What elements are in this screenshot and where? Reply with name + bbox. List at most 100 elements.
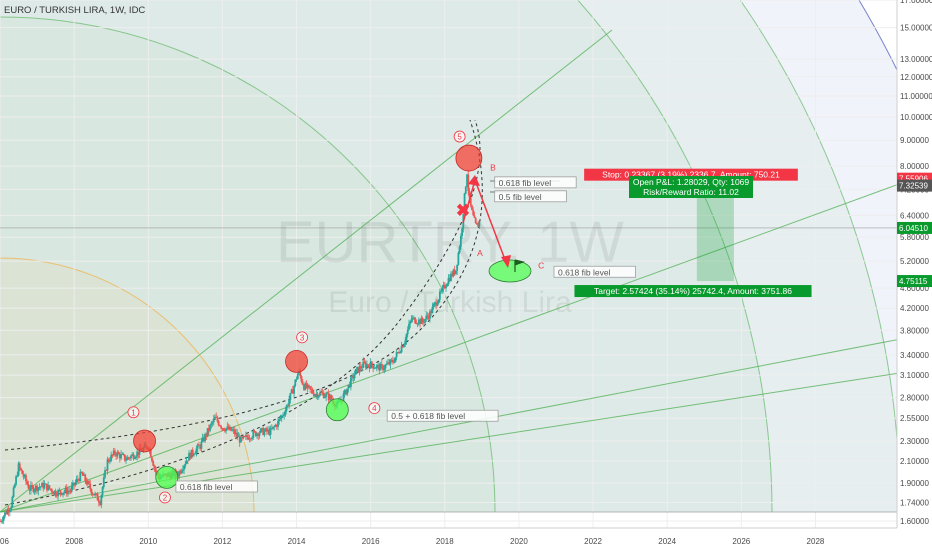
candle-body (346, 388, 349, 395)
candle-body (347, 384, 350, 389)
candle-body (358, 366, 361, 373)
y-tick-label: 10.00000 (900, 113, 932, 122)
candle-body (95, 493, 98, 495)
candle-body (363, 361, 366, 363)
fib-note-box (553, 265, 636, 278)
candle-body (131, 454, 134, 456)
x-tick-label: 2018 (436, 537, 454, 546)
candle-body (411, 317, 414, 320)
candle-body (6, 509, 9, 515)
fib-arc-line (0, 257, 255, 513)
candle-body (220, 426, 223, 429)
candle-body (435, 302, 438, 306)
candle-body (20, 467, 22, 471)
fib-arc-fill (0, 17, 495, 512)
candle-body (273, 426, 276, 428)
x-tick-label: 2010 (139, 537, 157, 546)
candle-body (58, 490, 61, 492)
candle-body (207, 428, 210, 431)
wave-bottom-circle (325, 398, 349, 422)
candle-body (405, 334, 408, 341)
candle-body (118, 453, 121, 459)
candle-body (398, 351, 400, 354)
candle-body (269, 428, 272, 435)
y-tick-label: 1.90000 (900, 479, 929, 488)
candle-body (75, 479, 78, 483)
candle-body (279, 418, 282, 420)
candle-body (31, 485, 34, 487)
candle-body (416, 323, 419, 325)
candle-body (456, 264, 459, 271)
fib-note-label: 0.618 fib level (558, 267, 611, 277)
candle-body (215, 416, 218, 418)
candle-body (184, 463, 187, 466)
candle-body (52, 492, 55, 494)
candle-body (328, 395, 331, 401)
candle-body (152, 461, 155, 466)
candle-body (199, 445, 202, 449)
fib-note-box (494, 190, 567, 203)
target-label-bg (574, 285, 812, 298)
wave-b-projection (462, 179, 476, 224)
candle-body (49, 488, 52, 490)
candle-body (90, 488, 93, 494)
candle-body (304, 383, 307, 390)
candle-body (354, 368, 357, 375)
candle-body (267, 429, 270, 432)
candle-body (83, 474, 85, 476)
price-tag-bg (897, 221, 932, 234)
candle-body (310, 388, 313, 390)
fan-line (0, 372, 897, 513)
y-tick-label: 13.00000 (900, 55, 932, 64)
candle-body (259, 428, 262, 433)
candle-body (367, 364, 370, 366)
candle-body (321, 392, 324, 394)
candle-body (394, 357, 397, 363)
candle-body (247, 437, 250, 440)
candle-body (233, 429, 236, 435)
target-zone[interactable] (696, 185, 734, 282)
wave-top-circle (455, 144, 483, 172)
candle-body (300, 376, 303, 382)
candle-body (121, 454, 124, 455)
candle-body (212, 418, 215, 423)
candle-body (296, 373, 299, 380)
candle-body (468, 191, 471, 198)
candle-body (120, 454, 122, 459)
candle-body (387, 362, 389, 364)
candle-body (369, 361, 372, 369)
candle-body (62, 492, 64, 495)
candle-body (303, 384, 305, 390)
candle-body (393, 362, 396, 363)
candle-body (235, 432, 237, 435)
candle-body (81, 472, 84, 476)
candle-body (73, 482, 76, 486)
candle-body (69, 490, 72, 492)
candle-body (126, 457, 129, 461)
candle-body (383, 368, 386, 371)
y-tick-label: 3.80000 (900, 326, 929, 335)
candle-body (12, 487, 15, 497)
candle-body (8, 509, 11, 513)
price-tag: 4.75115 (899, 277, 928, 286)
candle-body (33, 490, 36, 492)
candle-body (399, 352, 402, 354)
candle-body (109, 460, 111, 462)
candle-body (264, 428, 267, 432)
fib-note-box (494, 176, 577, 189)
candle-body (196, 444, 199, 449)
candle-body (178, 471, 181, 477)
candle-body (419, 319, 421, 325)
candle-body (373, 367, 376, 369)
candle-body (256, 433, 258, 437)
candle-body (320, 392, 323, 394)
candle-body (193, 454, 195, 456)
candle-body (366, 364, 368, 368)
y-tick-label: 12.00000 (900, 73, 932, 82)
candle-body (198, 444, 200, 446)
candle-body (125, 460, 127, 461)
candle-body (289, 393, 292, 400)
candle-body (420, 318, 423, 325)
price-tag-bg (897, 275, 932, 288)
